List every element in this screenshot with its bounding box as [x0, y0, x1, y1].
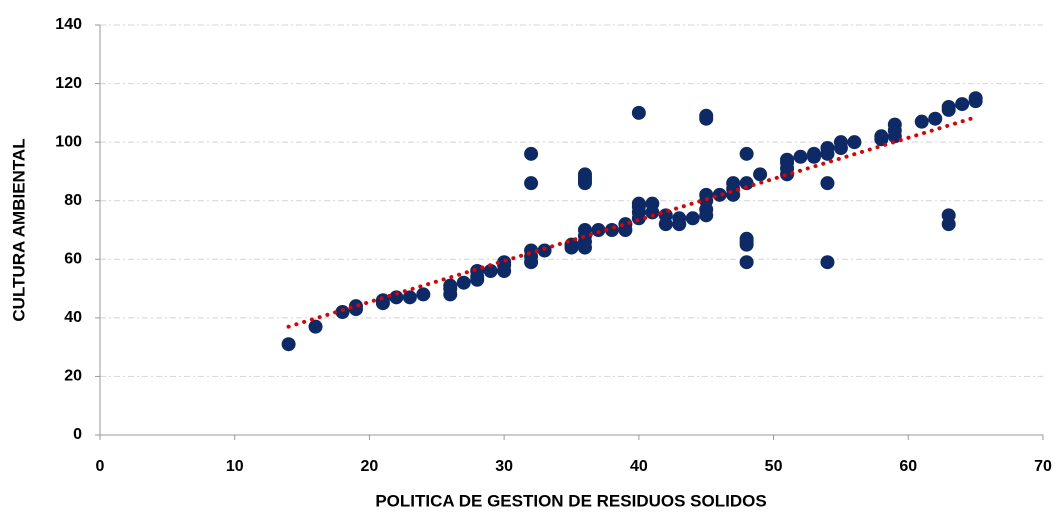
point — [941, 208, 956, 223]
x-tick-label: 30 — [495, 458, 513, 475]
y-tick-label: 40 — [64, 309, 82, 326]
point — [820, 176, 835, 191]
y-tick-label: 100 — [55, 133, 82, 150]
point — [699, 187, 714, 202]
point — [645, 196, 660, 211]
point — [308, 319, 323, 334]
point — [739, 146, 754, 161]
point — [524, 176, 539, 191]
point — [577, 223, 592, 237]
point — [524, 146, 539, 161]
x-tick-label: 40 — [630, 458, 648, 475]
point — [941, 100, 956, 114]
point — [672, 211, 687, 226]
point — [739, 255, 754, 270]
y-tick-label: 140 — [55, 16, 82, 33]
point — [914, 114, 929, 129]
point — [833, 135, 848, 150]
point — [712, 187, 727, 202]
point — [874, 129, 889, 144]
point — [618, 217, 633, 232]
point — [685, 211, 700, 226]
point — [793, 149, 808, 164]
point — [658, 208, 673, 223]
x-tick-label: 20 — [361, 458, 379, 475]
point — [456, 275, 471, 290]
y-tick-label: 120 — [55, 75, 82, 92]
x-tick-label: 70 — [1034, 458, 1052, 475]
point — [631, 196, 646, 211]
point — [820, 141, 835, 155]
point — [416, 287, 431, 302]
point — [375, 293, 390, 308]
point — [887, 117, 902, 132]
point — [389, 290, 404, 305]
point — [968, 91, 983, 106]
y-tick-label: 80 — [64, 192, 82, 209]
x-axis-title: POLITICA DE GESTION DE RESIDUOS SOLIDOS — [375, 491, 766, 510]
y-axis-title: CULTURA AMBIENTAL — [9, 138, 28, 321]
x-tick-label: 10 — [226, 458, 244, 475]
point — [402, 290, 417, 305]
point — [497, 255, 512, 270]
point — [847, 135, 862, 150]
x-tick-label: 50 — [765, 458, 783, 475]
x-tick-label: 0 — [96, 458, 105, 475]
point — [753, 167, 768, 182]
point — [739, 231, 754, 246]
x-tick-label: 60 — [899, 458, 917, 475]
point — [780, 152, 795, 167]
point — [281, 337, 296, 352]
point — [928, 111, 943, 126]
point — [699, 108, 714, 123]
point — [739, 176, 754, 191]
point — [631, 105, 646, 120]
trendline — [286, 115, 978, 329]
point — [443, 278, 458, 293]
point — [820, 255, 835, 270]
point — [591, 223, 606, 237]
point — [348, 299, 363, 314]
y-tick-label: 20 — [64, 368, 82, 385]
point — [806, 146, 821, 161]
point — [483, 264, 498, 278]
point — [577, 167, 592, 182]
y-tick-label: 60 — [64, 251, 82, 268]
point — [955, 97, 970, 112]
y-tick-label: 0 — [73, 426, 82, 443]
point — [726, 176, 741, 191]
